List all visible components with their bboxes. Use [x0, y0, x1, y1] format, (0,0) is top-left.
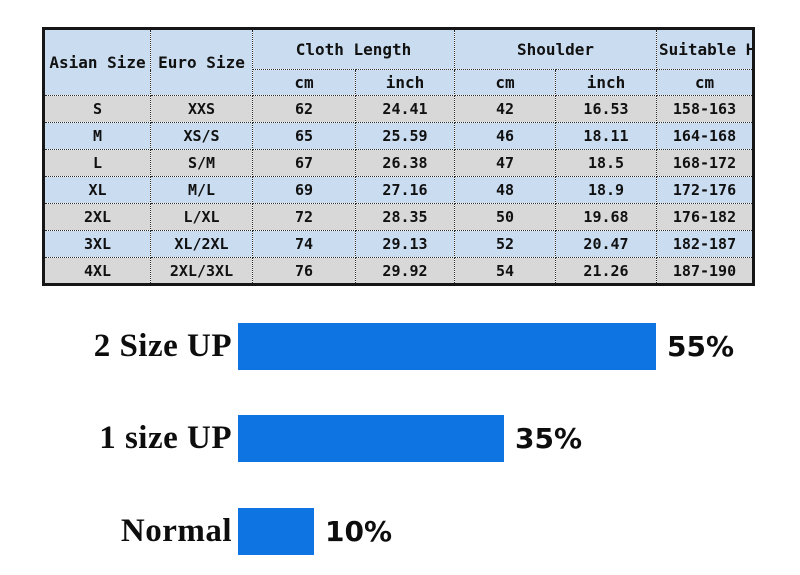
table-cell: 25.59: [355, 122, 455, 150]
table-cell: 42: [454, 95, 556, 123]
table-cell: 2XL/3XL: [150, 257, 253, 285]
table-header-row: Asian Size Euro Size Cloth Length Should…: [43, 28, 754, 96]
subheader-cloth-cm: cm: [252, 69, 356, 96]
table-cell: 65: [252, 122, 356, 150]
subheader-cloth-inch: inch: [355, 69, 455, 96]
table-cell: 164-168: [656, 122, 754, 150]
table-cell: 69: [252, 176, 356, 204]
chart-bar: [238, 323, 656, 370]
table-cell: 16.53: [555, 95, 657, 123]
table-row: M XS/S 65 25.59 46 18.11 164-168: [43, 122, 754, 150]
table-cell: 24.41: [355, 95, 455, 123]
table-cell: M/L: [150, 176, 253, 204]
table-cell: 168-172: [656, 149, 754, 177]
table-cell: 52: [454, 230, 556, 258]
chart-row: 1 size UP 35%: [0, 415, 582, 462]
table-cell: 176-182: [656, 203, 754, 231]
chart-bar: [238, 415, 504, 462]
table-cell: M: [43, 122, 151, 150]
table-cell: 48: [454, 176, 556, 204]
table-cell: XXS: [150, 95, 253, 123]
chart-value-label: 55%: [667, 330, 735, 363]
table-cell: 72: [252, 203, 356, 231]
chart-value-label: 35%: [515, 422, 583, 455]
subheader-shoulder-cm: cm: [454, 69, 556, 96]
size-table-body: S XXS 62 24.41 42 16.53 158-163 M XS/S 65 25.59 46 1…: [43, 95, 754, 285]
table-cell: 2XL: [43, 203, 151, 231]
table-cell: 67: [252, 149, 356, 177]
table-cell: 47: [454, 149, 556, 177]
table-cell: L: [43, 149, 151, 177]
table-cell: 187-190: [656, 257, 754, 285]
chart-row: 2 Size UP 55%: [0, 323, 734, 370]
table-cell: 76: [252, 257, 356, 285]
header-asian-size: Asian Size: [43, 28, 151, 96]
table-cell: S/M: [150, 149, 253, 177]
table-cell: 158-163: [656, 95, 754, 123]
chart-bar: [238, 508, 314, 555]
table-cell: 18.11: [555, 122, 657, 150]
table-row: XL M/L 69 27.16 48 18.9 172-176: [43, 176, 754, 204]
table-cell: 172-176: [656, 176, 754, 204]
table-cell: 29.92: [355, 257, 455, 285]
table-cell: 27.16: [355, 176, 455, 204]
table-row: 4XL 2XL/3XL 76 29.92 54 21.26 187-190: [43, 257, 754, 285]
header-euro-size: Euro Size: [150, 28, 253, 96]
chart-category-label: Normal: [120, 513, 232, 549]
table-subheader-row: cm inch cm inch cm: [44, 69, 754, 96]
chart-category-label: 1 size UP: [99, 420, 232, 456]
table-row: S XXS 62 24.41 42 16.53 158-163: [43, 95, 754, 123]
table-cell: 18.9: [555, 176, 657, 204]
chart-value-label: 10%: [325, 515, 393, 548]
table-cell: XL: [43, 176, 151, 204]
table-cell: 3XL: [43, 230, 151, 258]
table-cell: 19.68: [555, 203, 657, 231]
table-cell: 21.26: [555, 257, 657, 285]
table-row: L S/M 67 26.38 47 18.5 168-172: [43, 149, 754, 177]
table-cell: 26.38: [355, 149, 455, 177]
header-cloth-length: Cloth Length: [252, 28, 455, 70]
table-cell: 29.13: [355, 230, 455, 258]
table-row: 3XL XL/2XL 74 29.13 52 20.47 182-187: [43, 230, 754, 258]
size-table: Asian Size Euro Size Cloth Length Should…: [42, 27, 755, 286]
table-cell: 28.35: [355, 203, 455, 231]
table-cell: 50: [454, 203, 556, 231]
table-cell: 182-187: [656, 230, 754, 258]
table-cell: 62: [252, 95, 356, 123]
table-cell: 18.5: [555, 149, 657, 177]
table-cell: 54: [454, 257, 556, 285]
chart-category-label: 2 Size UP: [93, 328, 232, 364]
table-cell: XS/S: [150, 122, 253, 150]
header-suitable-height: Suitable Height: [656, 28, 754, 70]
chart-row: Normal 10%: [0, 508, 392, 555]
table-cell: L/XL: [150, 203, 253, 231]
table-cell: 4XL: [43, 257, 151, 285]
table-cell: S: [43, 95, 151, 123]
subheader-height-cm: cm: [656, 69, 754, 96]
table-cell: 74: [252, 230, 356, 258]
table-cell: 20.47: [555, 230, 657, 258]
subheader-shoulder-inch: inch: [555, 69, 657, 96]
table-row: 2XL L/XL 72 28.35 50 19.68 176-182: [43, 203, 754, 231]
table-cell: 46: [454, 122, 556, 150]
header-shoulder: Shoulder: [454, 28, 657, 70]
table-cell: XL/2XL: [150, 230, 253, 258]
